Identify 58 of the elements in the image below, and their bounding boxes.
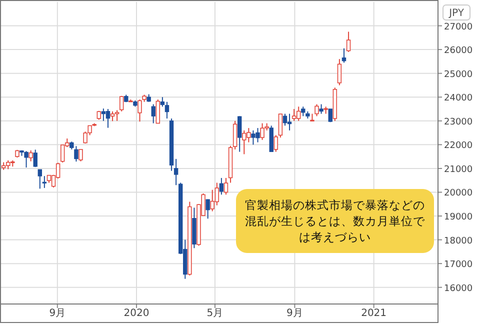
xtick: 5月 (206, 308, 224, 319)
candlestick (238, 116, 242, 152)
candlestick (174, 158, 178, 186)
candlestick (74, 146, 78, 162)
candlestick (292, 108, 296, 122)
xtick: 2021 (361, 308, 387, 319)
candlestick (214, 182, 220, 206)
candlestick (160, 96, 165, 108)
ytick: 17000 (444, 260, 473, 270)
candlestick (287, 113, 292, 131)
candlestick (138, 98, 142, 122)
candlestick (164, 101, 170, 120)
candlestick (274, 134, 278, 152)
ytick: 23000 (444, 117, 473, 128)
annotation: 官製相場の株式市場で暴落などの混乱が生じるとは、数カ月単位では考えづらい (236, 189, 434, 253)
candlestick (242, 130, 246, 155)
candlestick (156, 98, 160, 124)
candlestick (219, 177, 224, 196)
candlestick (282, 113, 288, 126)
candlestick (251, 130, 256, 146)
candlestick (33, 149, 38, 168)
xtick: 9月 (49, 308, 66, 319)
candlestick (342, 48, 346, 64)
candlestick (206, 198, 210, 220)
ytick: 25000 (444, 70, 473, 80)
candlestick (224, 177, 228, 196)
candlestick (260, 122, 264, 140)
ytick: 26000 (444, 46, 473, 56)
candlestick (106, 108, 110, 128)
candlestick (151, 104, 156, 124)
candlestick (114, 110, 120, 122)
candlestick (346, 31, 351, 52)
ytick: 27000 (444, 22, 473, 32)
candlestick (314, 104, 319, 117)
candlestick (110, 110, 115, 122)
ytick: 20000 (444, 188, 473, 199)
candlestick (38, 169, 42, 190)
ylabel: JPY (449, 8, 464, 19)
candlestick (337, 58, 342, 86)
candlestick (301, 106, 306, 117)
xtick: 9月 (286, 308, 303, 319)
candlestick (210, 189, 214, 212)
candlestick (246, 128, 251, 143)
candlestick (319, 104, 324, 114)
ytick: 19000 (444, 212, 473, 223)
candlestick (24, 150, 28, 168)
ytick: 21000 (444, 164, 473, 175)
xtick: 2020 (124, 308, 150, 319)
ytick: 16000 (444, 284, 473, 294)
ytick: 22000 (444, 141, 473, 152)
candlestick (28, 150, 33, 162)
candlestick (101, 108, 106, 122)
candlestick (296, 106, 301, 122)
ytick: 24000 (444, 94, 473, 104)
candlestick (256, 128, 260, 143)
candlestick (232, 120, 238, 150)
ytick: 18000 (444, 236, 473, 246)
candlestick (42, 176, 47, 188)
